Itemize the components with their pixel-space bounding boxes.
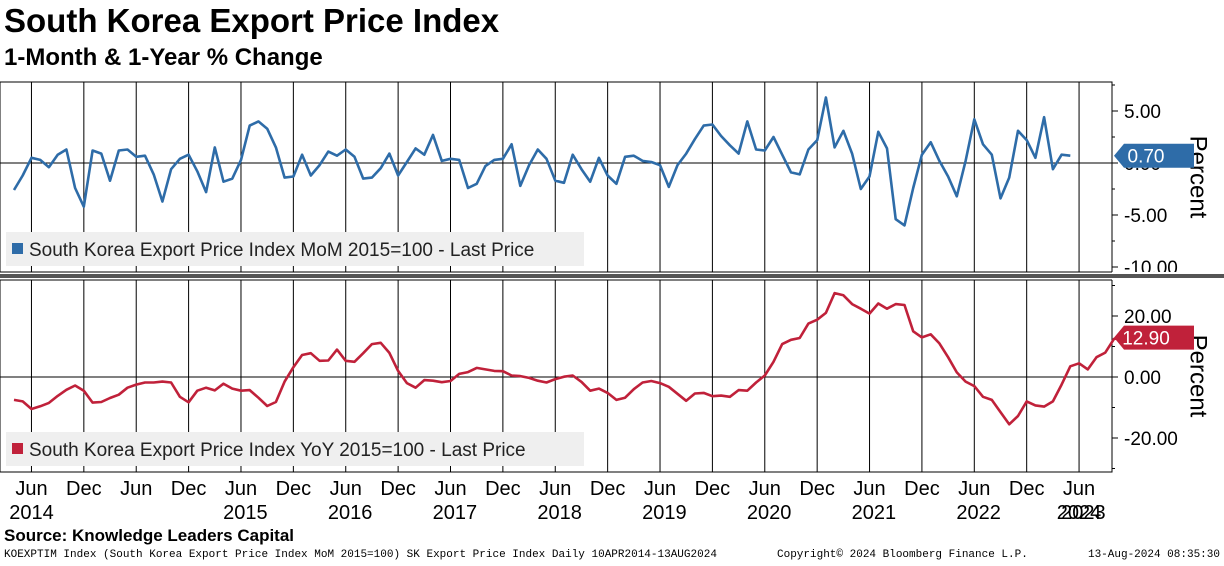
source-note: Source: Knowledge Leaders Capital [4, 526, 295, 545]
x-tick-label: Jun [434, 478, 466, 500]
chart-subtitle: 1-Month & 1-Year % Change [4, 44, 323, 71]
y-tick-label: -5.00 [1124, 206, 1167, 227]
x-tick-label: Dec [66, 478, 102, 500]
y-tick-label: 0.00 [1124, 368, 1161, 389]
x-tick-label: Dec [695, 478, 731, 500]
x-tick-label: Jun [853, 478, 885, 500]
x-tick-label: Dec [485, 478, 521, 500]
x-year-label: 2017 [433, 502, 478, 524]
x-year-label: 2022 [956, 502, 1001, 524]
x-year-label: 2023 [1061, 502, 1106, 524]
legend-swatch [12, 443, 23, 454]
x-tick-label: Dec [1009, 478, 1045, 500]
y-tick-label: 20.00 [1124, 307, 1172, 328]
last-value-tag [1114, 143, 1194, 168]
x-year-label: 2018 [537, 502, 582, 524]
x-tick-label: Dec [590, 478, 626, 500]
x-year-label: 2016 [328, 502, 373, 524]
series-line [13, 291, 1123, 426]
footer-ticker: KOEXPTIM Index (South Korea Export Price… [4, 549, 717, 561]
x-year-label: 2021 [852, 502, 897, 524]
x-tick-label: Dec [904, 478, 940, 500]
last-value-tag [1114, 325, 1194, 350]
x-tick-label: Jun [15, 478, 47, 500]
x-tick-label: Jun [1063, 478, 1095, 500]
legend-box [6, 432, 584, 466]
y-tick-label: -20.00 [1124, 429, 1178, 450]
last-value-label: 12.90 [1122, 329, 1170, 350]
footer-copyright: Copyright© 2024 Bloomberg Finance L.P. [777, 549, 1028, 561]
x-tick-label: Dec [799, 478, 835, 500]
legend-label: South Korea Export Price Index YoY 2015=… [29, 440, 526, 461]
x-year-label: 2020 [747, 502, 792, 524]
x-tick-label: Jun [958, 478, 990, 500]
footer-timestamp: 13-Aug-2024 08:35:30 [1087, 549, 1220, 561]
x-tick-label: Dec [380, 478, 416, 500]
x-tick-label: Jun [749, 478, 781, 500]
x-year-label: 2014 [9, 502, 54, 524]
legend-box [6, 232, 584, 266]
x-year-label: 2015 [223, 502, 268, 524]
x-tick-label: Jun [120, 478, 152, 500]
x-tick-label: Jun [539, 478, 571, 500]
x-tick-label: Jun [330, 478, 362, 500]
chart-title: South Korea Export Price Index [4, 2, 500, 39]
last-value-label: 0.70 [1128, 147, 1165, 168]
y-tick-label: 5.00 [1124, 102, 1161, 123]
legend-swatch [12, 243, 23, 254]
x-tick-label: Jun [225, 478, 257, 500]
x-tick-label: Jun [644, 478, 676, 500]
x-tick-label: Dec [276, 478, 312, 500]
x-tick-label: Dec [171, 478, 207, 500]
x-year-label: 2024 [1057, 502, 1102, 524]
legend-label: South Korea Export Price Index MoM 2015=… [29, 240, 534, 261]
series-line [12, 96, 1071, 227]
x-year-label: 2019 [642, 502, 687, 524]
